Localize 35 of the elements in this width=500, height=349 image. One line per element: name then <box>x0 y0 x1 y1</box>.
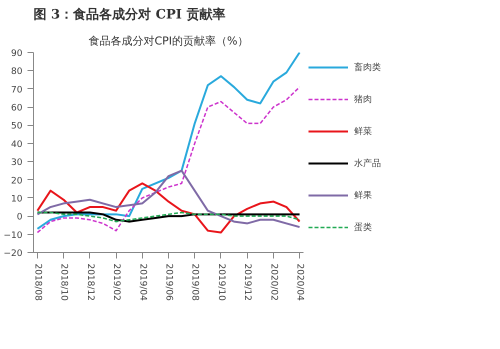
line-series <box>36 170 301 228</box>
line-series <box>36 52 301 230</box>
y-tick-label: 70 <box>11 85 23 96</box>
x-tick-label: 2019/06 <box>164 264 174 302</box>
y-tick-label: 60 <box>11 104 23 114</box>
x-tick-label: 2019/02 <box>111 264 122 301</box>
y-tick-label: 20 <box>11 176 23 186</box>
legend-label: 畜肉类 <box>354 61 381 74</box>
x-tick-label: 2019/08 <box>190 264 200 302</box>
legend-label: 猪肉 <box>354 94 373 106</box>
y-tick-label: 80 <box>11 67 23 78</box>
y-tick-label: 10 <box>11 194 23 204</box>
x-tick-label: 2019/12 <box>242 264 252 301</box>
x-tick-label: 2019/04 <box>137 264 148 302</box>
y-tick-label: 0 <box>16 212 23 223</box>
line-series <box>36 182 301 234</box>
x-tick-label: 2020/04 <box>294 264 305 302</box>
chart-title: 图 3：食品各成分对 CPI 贡献率 <box>34 6 226 22</box>
y-tick-label: 40 <box>11 140 23 150</box>
x-tick-label: 2018/10 <box>58 264 69 302</box>
x-tick-label: 2019/10 <box>216 264 226 302</box>
legend-label: 鲜菜 <box>354 126 373 138</box>
x-tick-label: 2020/02 <box>268 264 278 301</box>
x-tick-label: 2018/08 <box>32 264 42 302</box>
x-tick-label: 2018/12 <box>84 264 95 301</box>
y-tick-label: −10 <box>4 230 23 241</box>
y-tick-label: 50 <box>11 122 23 132</box>
y-tick-label: 30 <box>11 158 23 168</box>
line-series <box>36 86 300 234</box>
y-tick-label: 90 <box>11 49 23 59</box>
legend-label: 蛋类 <box>354 222 373 234</box>
legend-label: 鲜果 <box>354 190 373 202</box>
legend-label: 水产品 <box>354 158 381 170</box>
chart-subtitle: 食品各成分对CPI的贡献率（%） <box>88 34 249 48</box>
y-tick-label: −20 <box>4 249 23 259</box>
